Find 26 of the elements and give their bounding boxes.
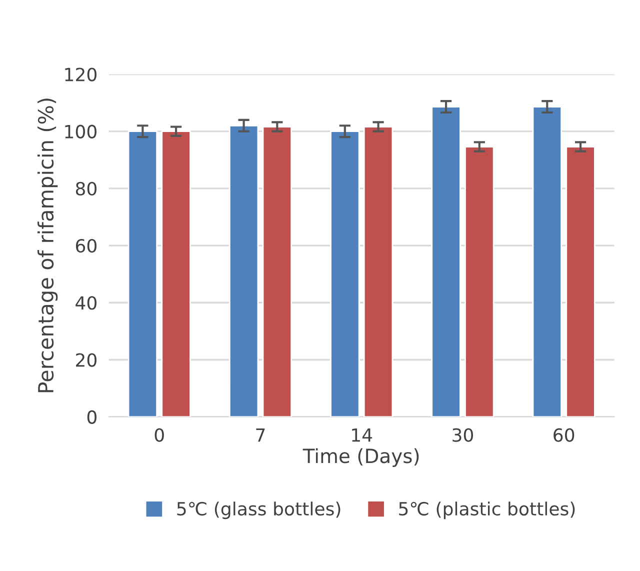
bar (363, 126, 394, 417)
x-axis-title: Time (Days) (302, 448, 419, 468)
bar (464, 146, 494, 417)
y-tick-label: 20 (76, 353, 96, 367)
bar (161, 130, 191, 417)
bar (262, 126, 292, 417)
y-tick-label: 100 (65, 124, 96, 138)
bar (532, 106, 562, 417)
bar (431, 106, 461, 417)
bar (128, 130, 158, 417)
legend-label: 5℃ (glass bottles) (177, 502, 340, 520)
x-tick-label: 14 (352, 428, 372, 442)
y-tick-label: 0 (87, 410, 96, 424)
y-tick-label: 80 (76, 182, 96, 196)
y-axis-title: Percentage of rifampicin (%) (38, 98, 58, 392)
bar (330, 130, 360, 417)
x-tick-label: 7 (256, 428, 265, 442)
x-tick-label: 60 (554, 428, 574, 442)
bar (566, 146, 596, 417)
x-tick-label: 0 (154, 428, 164, 442)
legend-label: 5℃ (plastic bottles) (399, 502, 575, 520)
y-tick-label: 120 (65, 68, 96, 82)
x-tick-label: 30 (452, 428, 474, 442)
y-tick-label: 60 (76, 238, 96, 253)
bar (228, 124, 259, 417)
y-tick-label: 40 (76, 296, 96, 310)
